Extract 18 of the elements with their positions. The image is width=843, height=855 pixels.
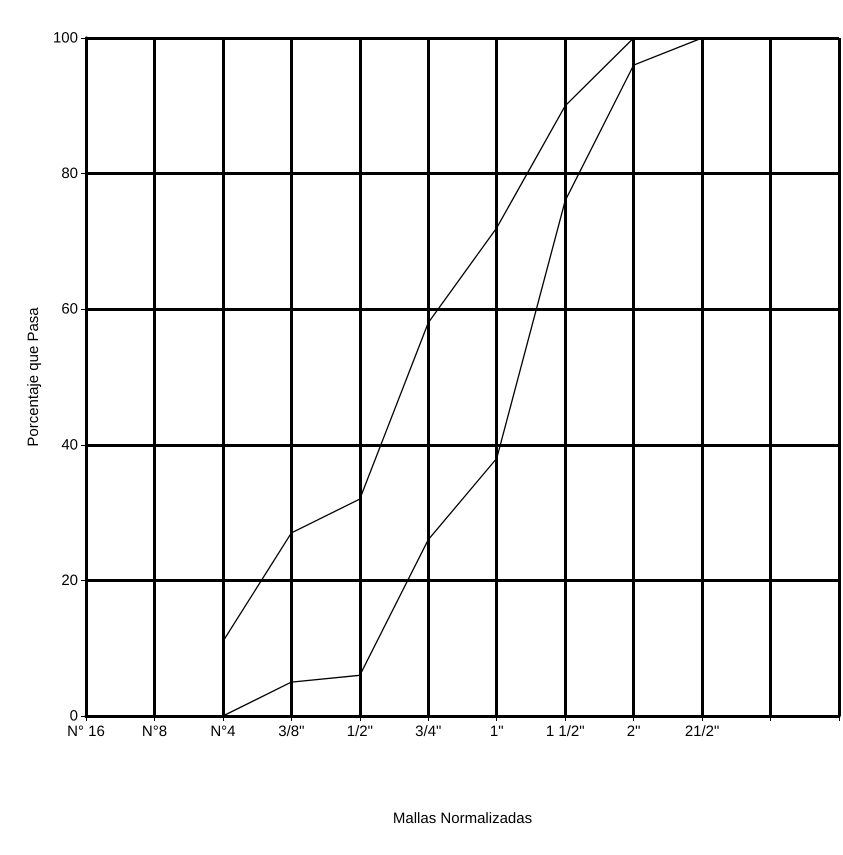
y-tick-label: 40: [61, 436, 78, 454]
y-tick-label: 20: [61, 572, 78, 589]
x-tick-label: 3/4": [415, 723, 442, 740]
x-tick-label: 1 1/2": [546, 723, 585, 740]
x-tick-label: 2": [626, 723, 640, 740]
x-tick-label: 3/8": [278, 723, 304, 740]
x-tick-label: 1/2": [346, 723, 373, 740]
y-tick-label: 80: [61, 165, 78, 182]
y-tick-label: 60: [61, 300, 78, 318]
y-tick-label: 100: [52, 30, 78, 46]
x-tick-label: N°4: [210, 723, 236, 740]
x-tick-label: 21/2": [684, 723, 720, 740]
x-tick-label: N°8: [142, 723, 168, 740]
y-axis-title: Porcentaje que Pasa: [25, 306, 42, 447]
x-axis-title: Mallas Normalizadas: [392, 810, 532, 827]
x-tick-label: 1": [490, 723, 504, 740]
x-tick-label: N° 16: [67, 723, 105, 740]
y-tick-label: 0: [70, 708, 78, 724]
